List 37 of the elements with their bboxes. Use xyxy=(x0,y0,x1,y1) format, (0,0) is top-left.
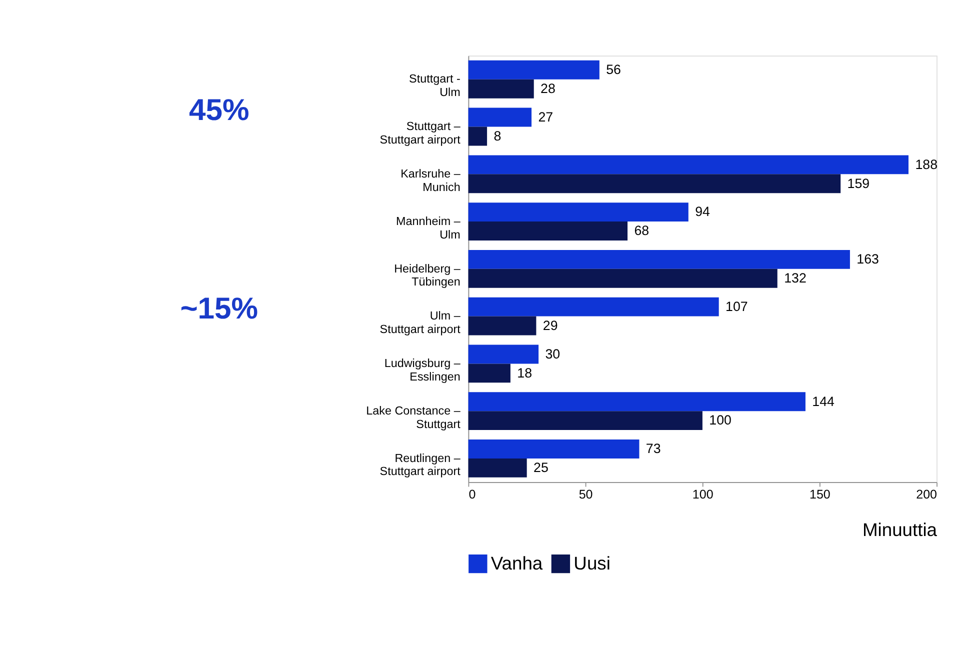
data-label: 18 xyxy=(517,365,532,380)
data-label: 94 xyxy=(695,204,711,220)
data-label: 68 xyxy=(634,223,650,238)
data-label: 100 xyxy=(709,412,732,428)
y-tick-label: Ulm – Stuttgart airport xyxy=(380,310,462,336)
data-label: 56 xyxy=(606,62,622,78)
x-tick-label: 0 xyxy=(468,487,476,502)
x-tick-label: 50 xyxy=(578,487,593,502)
y-tick-label: Reutlingen – Stuttgart airport xyxy=(380,452,462,478)
y-tick-label: Karlsruhe – Munich xyxy=(400,167,461,194)
legend-label: Uusi xyxy=(574,552,610,574)
y-tick-label: Stuttgart - Ulm xyxy=(409,72,460,100)
y-tick-label: Heidelberg – Tübingen xyxy=(394,262,461,289)
y-tick-label: Mannheim – Ulm xyxy=(396,214,461,242)
data-label: 107 xyxy=(726,299,748,314)
data-label: 159 xyxy=(847,176,870,191)
data-label: 163 xyxy=(856,252,879,267)
data-label: 25 xyxy=(534,460,548,476)
data-label: 27 xyxy=(538,109,554,124)
y-tick-label: Ludwigsburg – Esslingen xyxy=(384,357,461,384)
data-label: 144 xyxy=(812,394,836,409)
x-tick-label: 200 xyxy=(916,487,938,502)
y-tick-label: Lake Constance – Stuttgart xyxy=(366,404,462,431)
data-label: 28 xyxy=(540,81,556,96)
text: 45% xyxy=(188,94,250,128)
x-tick-label: 150 xyxy=(809,487,830,502)
text: ~15% xyxy=(180,292,258,326)
data-label: 188 xyxy=(915,156,938,172)
data-label: 29 xyxy=(542,318,558,333)
data-label: 8 xyxy=(494,128,502,144)
data-label: 132 xyxy=(784,270,806,286)
data-label: 73 xyxy=(646,441,661,456)
y-tick-label: Stuttgart – Stuttgart airport xyxy=(380,120,462,146)
x-tick-label: 100 xyxy=(692,487,714,502)
x-axis-title: Minuuttia xyxy=(862,519,938,540)
data-label: 30 xyxy=(545,346,560,362)
legend-label: Vanha xyxy=(490,552,544,574)
